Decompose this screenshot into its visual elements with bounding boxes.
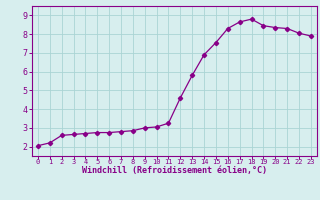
X-axis label: Windchill (Refroidissement éolien,°C): Windchill (Refroidissement éolien,°C) [82, 166, 267, 175]
